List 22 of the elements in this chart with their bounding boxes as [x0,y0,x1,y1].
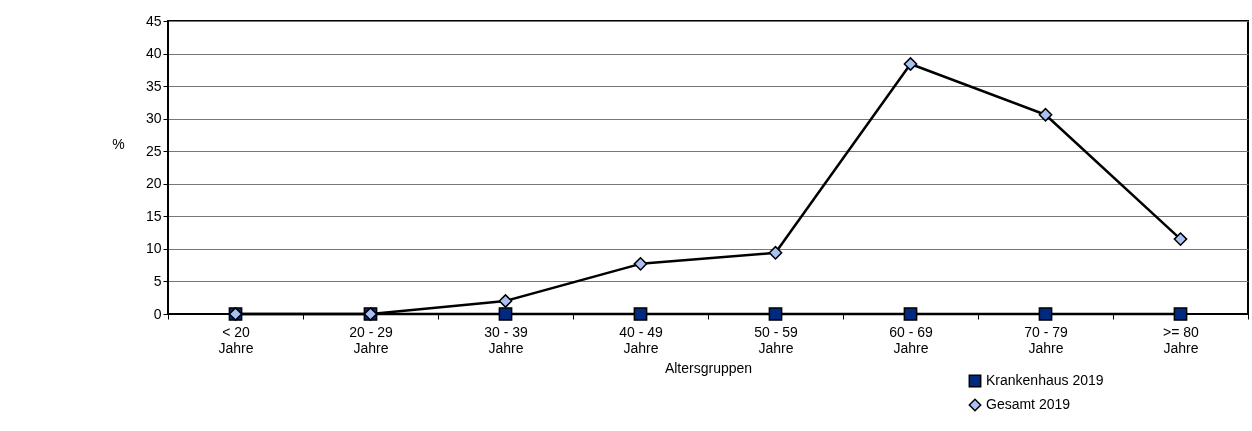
x-tick-label: 70 - 79 Jahre [1024,323,1068,356]
x-tick-label: 30 - 39 Jahre [484,323,528,356]
legend-label: Gesamt 2019 [986,396,1071,412]
y-tick-label: 30 [145,110,162,127]
y-tick-label: 40 [145,45,162,62]
legend-label: Krankenhaus 2019 [986,372,1104,388]
y-tick-label: 15 [145,207,162,224]
y-tick-label: 0 [153,305,162,322]
x-tick-label: 60 - 69 Jahre [889,323,933,356]
y-tick-label: 5 [153,272,162,289]
y-tick-label: 10 [145,240,162,257]
y-tick-label: 25 [145,142,162,159]
x-tick-label: 20 - 29 Jahre [349,323,393,356]
x-tick-label: < 20 Jahre [218,323,254,356]
y-tick-label: 20 [145,175,162,192]
y-axis-title: % [112,135,125,152]
y-tick-label: 35 [145,77,162,94]
x-tick-label: 50 - 59 Jahre [754,323,798,356]
y-tick-label: 45 [145,12,162,29]
x-tick-label: >= 80 Jahre [1163,323,1200,356]
x-tick-label: 40 - 49 Jahre [619,323,663,356]
x-axis-title: Altersgruppen [664,359,753,376]
